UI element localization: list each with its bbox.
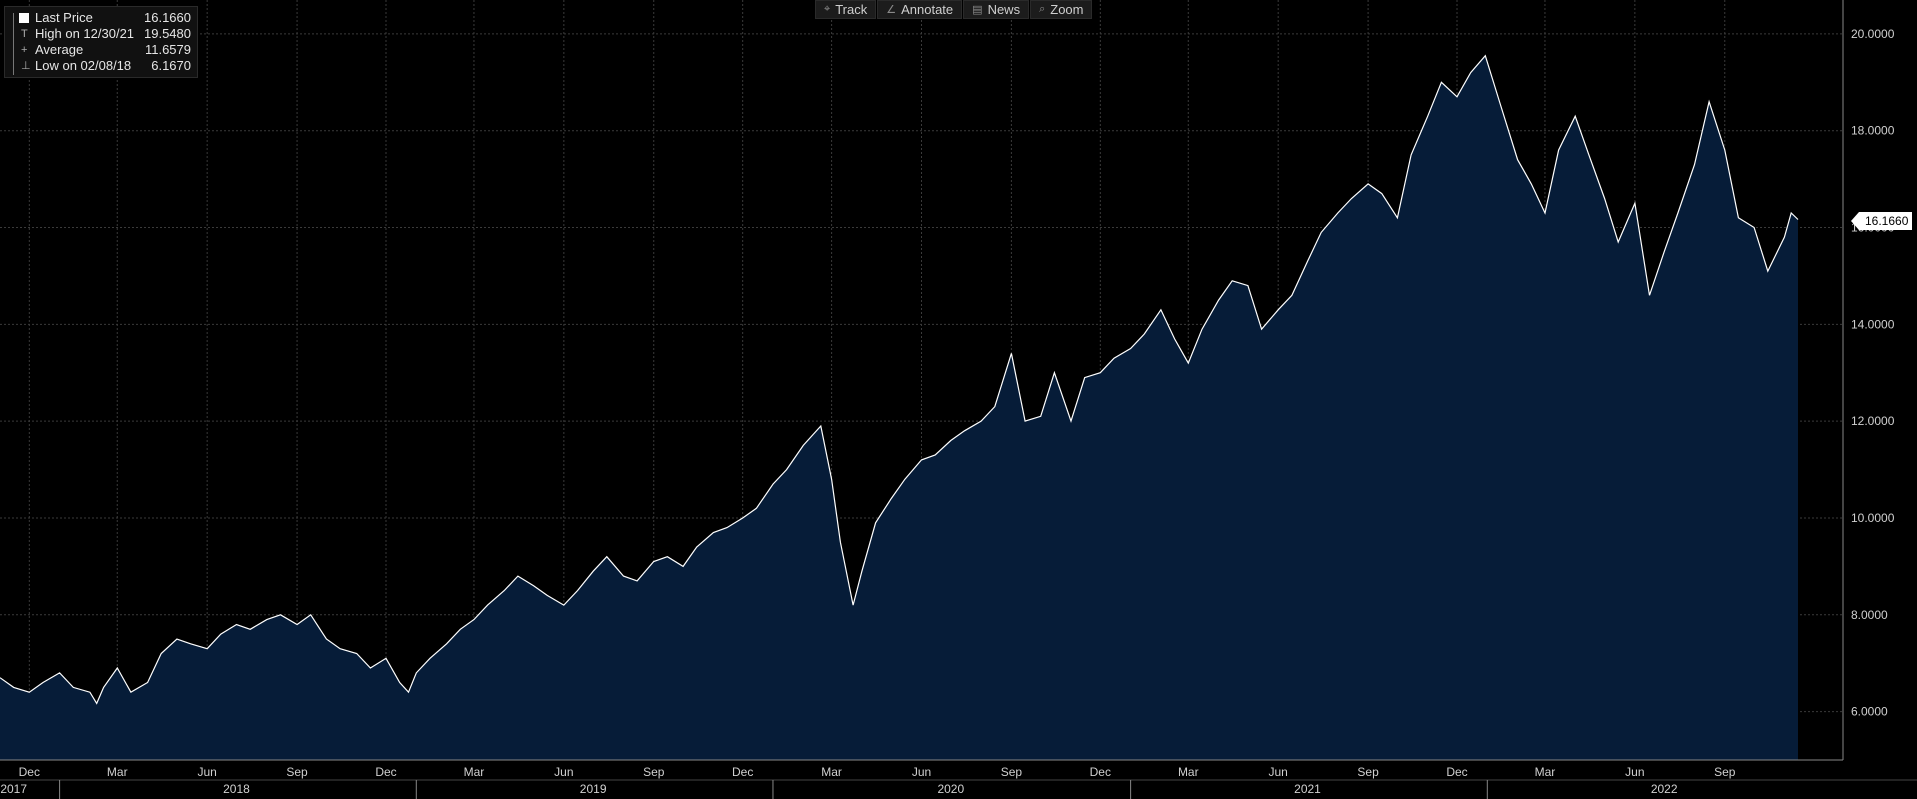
y-tick-label: 12.0000 xyxy=(1851,414,1895,428)
x-tick-label: Jun xyxy=(1268,765,1287,779)
x-tick-label: Jun xyxy=(912,765,931,779)
low-marker-icon: ⊥ xyxy=(21,60,31,72)
high-marker-icon: T xyxy=(21,28,28,40)
x-tick-label: Dec xyxy=(19,765,40,779)
y-tick-label: 18.0000 xyxy=(1851,124,1895,138)
magnifier-icon: ⌕ xyxy=(1039,3,1046,15)
pencil-icon: ∠ xyxy=(886,4,897,16)
x-tick-label: Sep xyxy=(286,765,308,779)
y-tick-label: 8.0000 xyxy=(1851,608,1888,622)
x-tick-label: Dec xyxy=(375,765,396,779)
y-tick-label: 14.0000 xyxy=(1851,317,1895,331)
year-label: 2018 xyxy=(223,782,250,796)
x-tick-label: Mar xyxy=(107,765,128,779)
x-tick-label: Mar xyxy=(1535,765,1556,779)
x-tick-label: Dec xyxy=(1090,765,1111,779)
year-label: 2017 xyxy=(0,782,27,796)
x-tick-label: Jun xyxy=(197,765,216,779)
average-marker-icon: + xyxy=(21,44,28,56)
legend-item-low[interactable]: ⊥ Low on 02/08/18 6.1670 xyxy=(21,58,191,73)
x-tick-label: Jun xyxy=(554,765,573,779)
x-tick-label: Jun xyxy=(1625,765,1644,779)
crosshair-icon: ⌖ xyxy=(824,3,831,15)
legend-item-high[interactable]: T High on 12/30/21 19.5480 xyxy=(21,26,191,41)
x-tick-label: Sep xyxy=(1357,765,1379,779)
last-price-tag: 16.1660 xyxy=(1850,212,1913,230)
track-button[interactable]: ⌖ Track xyxy=(815,0,877,19)
annotate-button[interactable]: ∠ Annotate xyxy=(877,0,963,19)
white-square-icon xyxy=(19,13,29,23)
price-area xyxy=(0,55,1798,760)
x-tick-label: Mar xyxy=(1178,765,1199,779)
x-tick-label: Mar xyxy=(464,765,485,779)
x-tick-label: Dec xyxy=(732,765,753,779)
year-label: 2022 xyxy=(1651,782,1678,796)
legend-tree-connector xyxy=(13,13,20,75)
x-tick-label: Sep xyxy=(643,765,665,779)
legend-item-last-price[interactable]: Last Price 16.1660 xyxy=(5,10,197,26)
x-tick-label: Sep xyxy=(1001,765,1023,779)
price-line xyxy=(0,54,1799,705)
x-tick-label: Mar xyxy=(821,765,842,779)
news-icon: ▤ xyxy=(972,4,983,16)
y-tick-label: 6.0000 xyxy=(1851,705,1888,719)
chart-legend: Last Price 16.1660 T High on 12/30/21 19… xyxy=(4,6,198,78)
legend-item-average[interactable]: + Average 11.6579 xyxy=(21,42,191,57)
zoom-button[interactable]: ⌕ Zoom xyxy=(1030,0,1093,19)
news-button[interactable]: ▤ News xyxy=(963,0,1030,19)
year-label: 2019 xyxy=(580,782,607,796)
x-tick-label: Sep xyxy=(1714,765,1736,779)
year-label: 2020 xyxy=(937,782,964,796)
chart-toolbar: ⌖ Track ∠ Annotate ▤ News ⌕ Zoom xyxy=(815,0,1093,19)
y-tick-label: 20.0000 xyxy=(1851,27,1895,41)
y-tick-label: 10.0000 xyxy=(1851,511,1895,525)
x-tick-label: Dec xyxy=(1446,765,1467,779)
year-label: 2021 xyxy=(1294,782,1321,796)
